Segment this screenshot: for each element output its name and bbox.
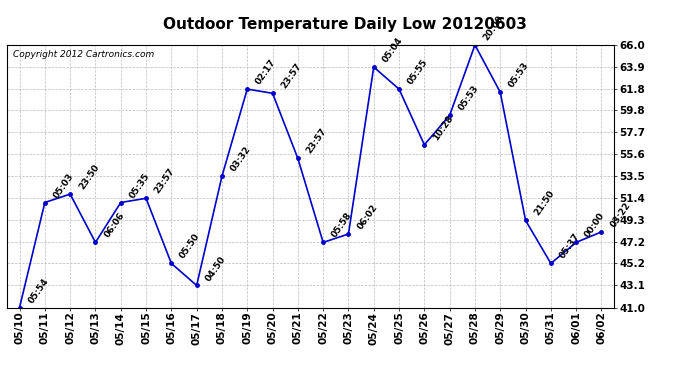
Text: 23:57: 23:57 bbox=[305, 127, 328, 156]
Text: 05:37: 05:37 bbox=[558, 232, 582, 261]
Text: 05:35: 05:35 bbox=[128, 171, 151, 200]
Text: 02:17: 02:17 bbox=[254, 58, 278, 86]
Text: 04:50: 04:50 bbox=[204, 254, 227, 283]
Text: 05:04: 05:04 bbox=[381, 36, 404, 64]
Text: 06:06: 06:06 bbox=[102, 211, 126, 240]
Text: 23:50: 23:50 bbox=[77, 163, 101, 191]
Text: 10:28: 10:28 bbox=[431, 114, 455, 142]
Text: 03:32: 03:32 bbox=[229, 145, 253, 174]
Text: 05:03: 05:03 bbox=[52, 171, 75, 200]
Text: 05:54: 05:54 bbox=[26, 276, 50, 305]
Text: 00:00: 00:00 bbox=[583, 211, 607, 240]
Text: Outdoor Temperature Daily Low 20120603: Outdoor Temperature Daily Low 20120603 bbox=[163, 17, 527, 32]
Text: 05:58: 05:58 bbox=[330, 211, 354, 240]
Text: 06:02: 06:02 bbox=[355, 203, 379, 231]
Text: 21:50: 21:50 bbox=[533, 189, 556, 217]
Text: 03:22: 03:22 bbox=[609, 201, 632, 229]
Text: Copyright 2012 Cartronics.com: Copyright 2012 Cartronics.com bbox=[13, 50, 155, 59]
Text: 20:00: 20:00 bbox=[482, 14, 506, 42]
Text: 23:57: 23:57 bbox=[153, 167, 177, 195]
Text: 23:57: 23:57 bbox=[279, 62, 304, 90]
Text: 05:53: 05:53 bbox=[507, 61, 531, 90]
Text: 05:53: 05:53 bbox=[457, 84, 480, 112]
Text: 05:50: 05:50 bbox=[178, 232, 202, 261]
Text: 05:55: 05:55 bbox=[406, 58, 430, 86]
